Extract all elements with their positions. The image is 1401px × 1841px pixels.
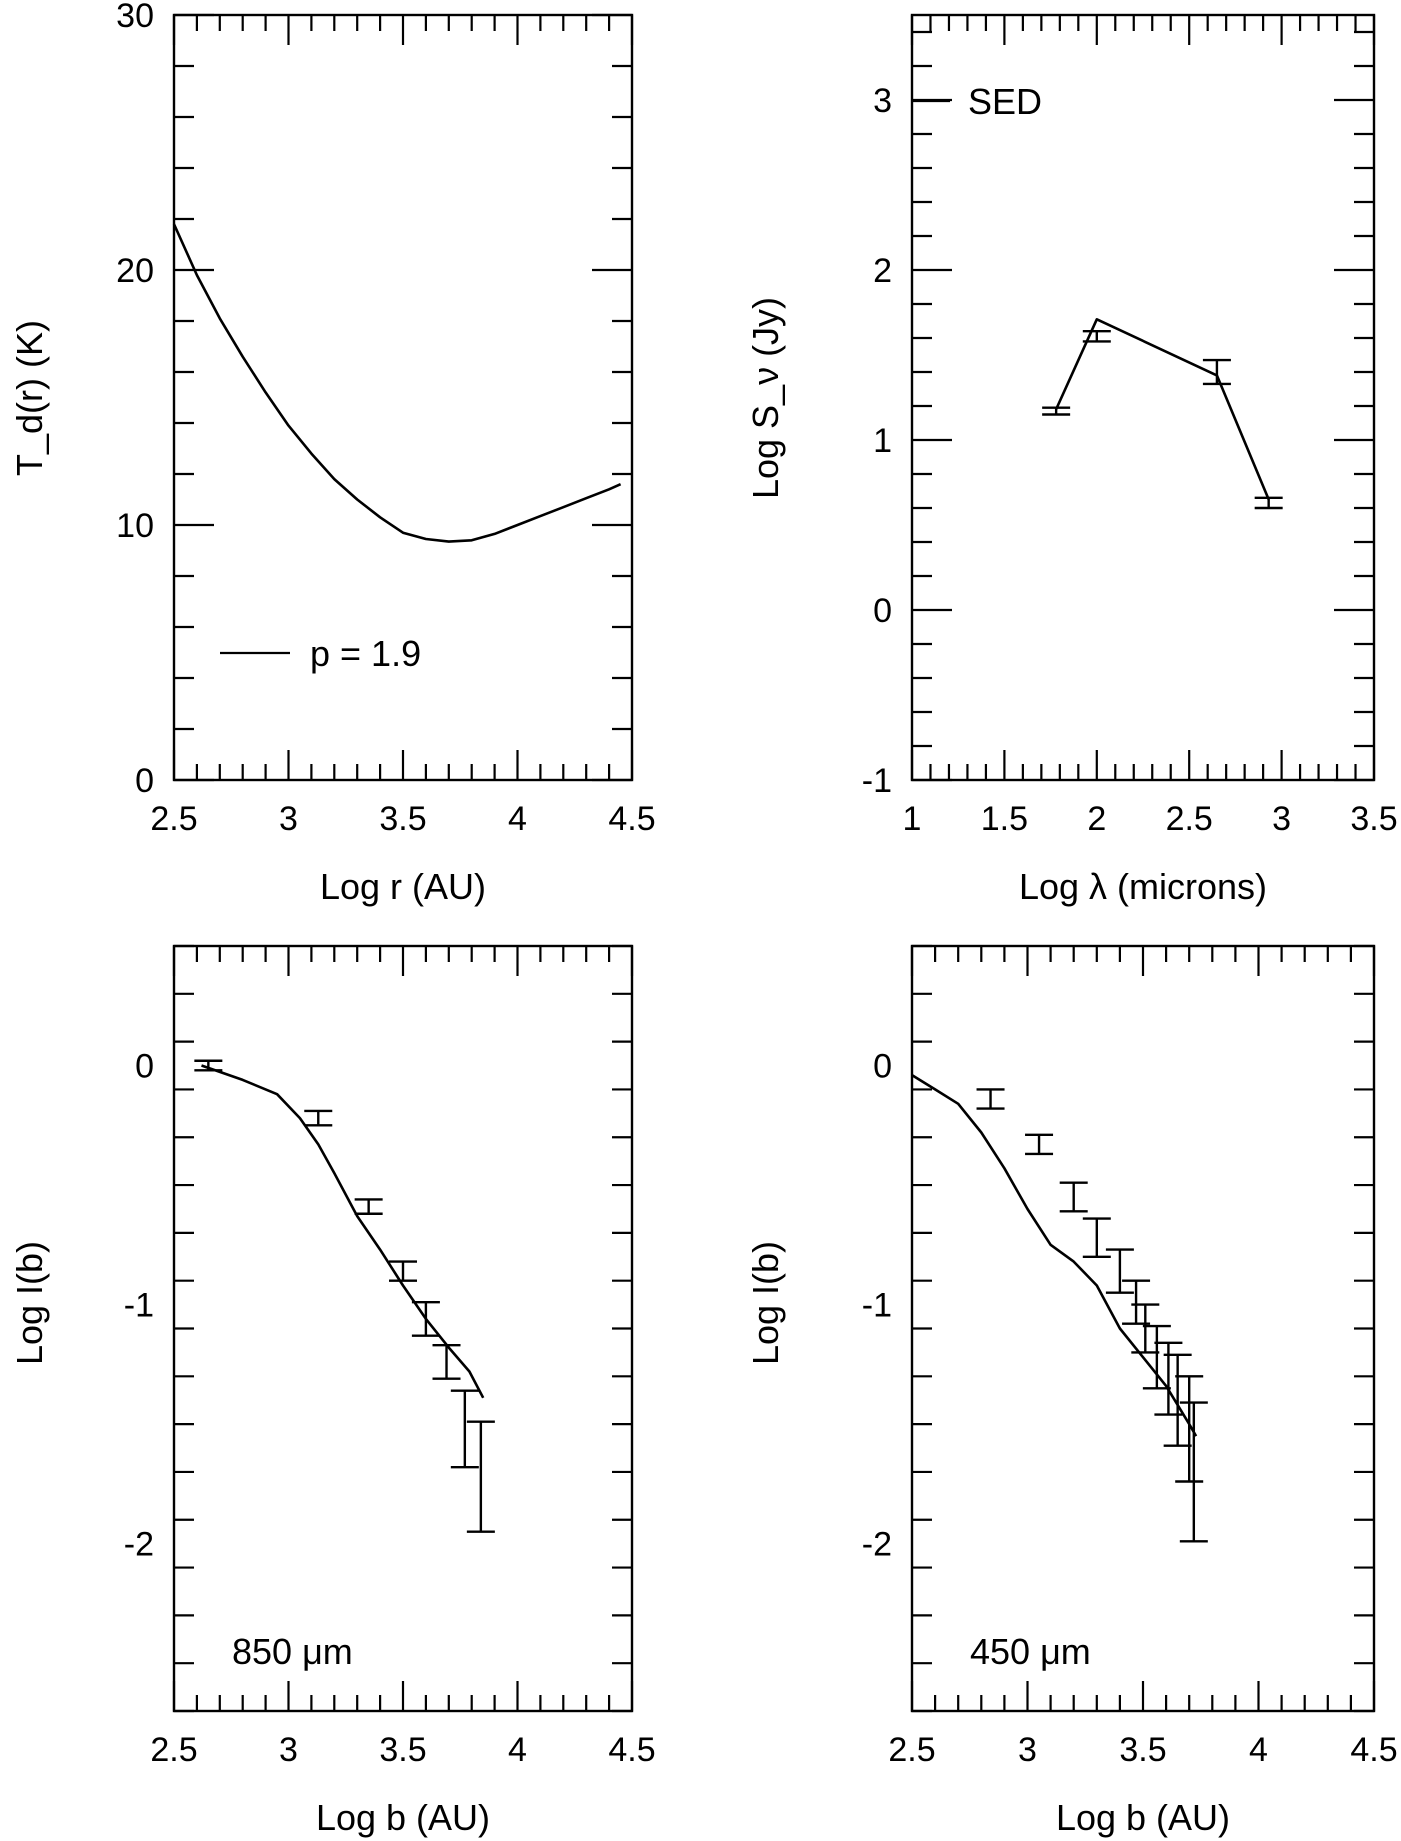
panel-450: 2.5 3 3.5 4 4.5 -2 -1 0 450 μm Log b (AU) Log … [745,944,1398,1838]
x-axis-label-temperature: Log r (AU) [320,866,486,907]
error-bar-9 [1163,1353,1192,1447]
series-sed [1042,317,1283,510]
plot-frame-850 [172,944,634,1713]
error-bar-5 [432,1344,461,1380]
x-tick-label-4: 4 [1249,1731,1268,1769]
x-tick-label-2p5: 2.5 [888,1731,935,1769]
x-tick-label-3p5: 3.5 [379,800,426,838]
error-bar-0 [194,1059,223,1072]
x-tick-labels-sed: 1 1.5 2 2.5 3 3.5 [903,800,1398,838]
error-bar-4 [1105,1248,1134,1294]
error-bar-0 [976,1088,1005,1110]
y-axis-label-450: Log I(b) [745,1241,786,1365]
panel-850: 2.5 3 3.5 4 4.5 -2 -1 0 850 μm Log b (AU) Log … [9,944,656,1838]
plot-frame-450 [910,944,1376,1713]
error-bar-7 [466,1420,495,1533]
x-tick-label-3p5: 3.5 [1350,800,1397,838]
x-tick-labels-450: 2.5 3 3.5 4 4.5 [888,1731,1397,1769]
series-temperature [172,223,622,543]
error-bar-3 [1082,1217,1111,1258]
y-tick-labels-temperature: 0 10 20 30 [116,0,154,800]
y-tick-label-2: 2 [873,252,892,290]
x-tick-label-4p5: 4.5 [608,1731,655,1769]
error-bar-1 [1082,330,1111,343]
y-axis-label-850: Log I(b) [9,1241,50,1365]
x-tick-label-4p5: 4.5 [1350,1731,1397,1769]
error-bar-1 [304,1109,333,1127]
ticks-450 [910,944,1376,1713]
x-axis-label-450: Log b (AU) [1056,1797,1230,1838]
y-tick-label-3: 3 [873,82,892,120]
series-line-model [911,1073,1198,1437]
y-tick-label-0: 0 [135,1048,154,1086]
y-tick-labels-sed: -1 0 1 2 3 [862,82,892,800]
error-bar-3 [389,1260,417,1282]
plot-frame-sed [910,13,1376,782]
error-bar-11 [1179,1401,1208,1543]
error-bar-7 [1142,1324,1171,1390]
series-line-model [1054,317,1270,501]
error-bar-4 [411,1301,440,1337]
ticks-850 [172,944,634,1713]
x-tick-label-4p5: 4.5 [608,800,655,838]
y-tick-label-0: 0 [135,762,154,800]
x-tick-label-3: 3 [279,1731,298,1769]
error-bar-1 [1025,1133,1054,1156]
x-tick-label-3p5: 3.5 [1119,1731,1166,1769]
ticks-temperature [172,13,634,782]
error-bar-6 [450,1389,479,1469]
x-tick-labels-temperature: 2.5 3 3.5 4 4.5 [150,800,655,838]
x-tick-label-2p5: 2.5 [1166,800,1213,838]
y-tick-label-0: 0 [873,592,892,630]
y-tick-label-1: 1 [873,422,892,460]
y-axis-label-sed: Log S_ν (Jy) [745,297,786,499]
y-tick-label-m2: -2 [862,1526,892,1564]
y-tick-label-m1: -1 [124,1287,154,1325]
x-tick-label-1p5: 1.5 [981,800,1028,838]
x-axis-label-850: Log b (AU) [316,1797,490,1838]
y-tick-label-m1: -1 [862,1287,892,1325]
legend-label-850: 850 μm [232,1631,353,1672]
x-axis-label-sed: Log λ (microns) [1019,866,1267,907]
y-tick-label-10: 10 [116,507,154,545]
error-bar-10 [1175,1375,1204,1483]
x-tick-label-2p5: 2.5 [150,800,197,838]
error-bar-3 [1254,496,1283,510]
error-bar-2 [354,1198,383,1215]
panel-temperature: 2.5 3 3.5 4 4.5 0 10 20 30 p = 1.9 Log r (AU) T… [9,0,656,907]
legend-label-sed: SED [968,81,1042,122]
x-tick-label-3: 3 [279,800,298,838]
y-tick-labels-850: -2 -1 0 [124,1048,154,1564]
y-tick-label-m2: -2 [124,1526,154,1564]
series-line-model [172,223,622,543]
y-tick-label-0: 0 [873,1048,892,1086]
y-axis-label-temperature: T_d(r) (K) [9,320,50,476]
x-tick-label-1: 1 [903,800,922,838]
x-tick-label-2p5: 2.5 [150,1731,197,1769]
error-bar-0 [1042,406,1071,416]
legend-label-450: 450 μm [970,1631,1091,1672]
error-bar-6 [1131,1303,1160,1354]
x-tick-label-4: 4 [508,800,527,838]
ticks-sed [910,15,1376,782]
y-tick-label-30: 30 [116,0,154,35]
error-bar-2 [1202,358,1231,386]
y-tick-label-m1: -1 [862,762,892,800]
x-tick-label-3p5: 3.5 [379,1731,426,1769]
x-tick-label-2: 2 [1087,800,1106,838]
y-tick-label-20: 20 [116,252,154,290]
x-tick-labels-850: 2.5 3 3.5 4 4.5 [150,1731,655,1769]
x-tick-label-3: 3 [1018,1731,1037,1769]
x-tick-label-3: 3 [1272,800,1291,838]
series-850 [194,1059,495,1533]
series-line-model [201,1064,485,1399]
legend-label-temperature: p = 1.9 [310,633,421,674]
y-tick-labels-450: -2 -1 0 [862,1048,892,1564]
error-bar-2 [1059,1181,1088,1213]
x-tick-label-4: 4 [508,1731,527,1769]
series-450 [911,1073,1208,1543]
